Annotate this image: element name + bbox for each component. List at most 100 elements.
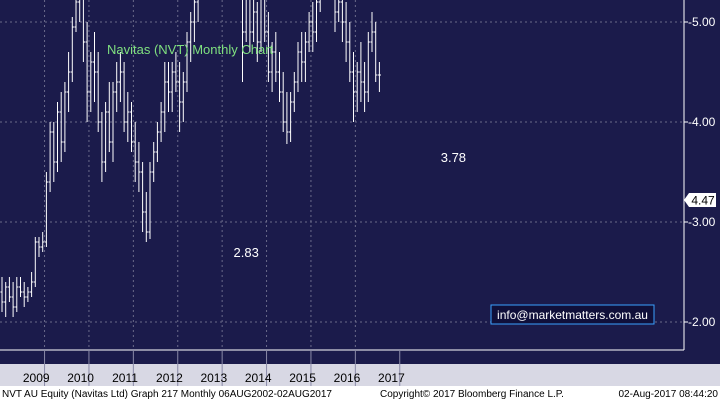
ohlc-bar xyxy=(15,277,19,312)
ohlc-bar xyxy=(44,172,48,247)
ohlc-bar xyxy=(133,122,137,182)
ohlc-bar xyxy=(104,102,108,172)
ohlc-bar xyxy=(115,62,119,112)
ohlc-bar xyxy=(22,282,26,307)
ohlc-bar xyxy=(314,0,319,42)
ohlc-bar xyxy=(111,82,115,162)
ohlc-bar xyxy=(52,122,56,182)
x-axis-band xyxy=(0,364,720,386)
ohlc-bar xyxy=(166,62,171,112)
ohlc-bar xyxy=(196,0,199,22)
ohlc-bar xyxy=(252,0,256,42)
ohlc-bar xyxy=(377,62,381,92)
ohlc-bar xyxy=(37,237,41,257)
ohlc-bar xyxy=(159,102,163,142)
ohlc-bar xyxy=(266,12,270,82)
ohlc-bar xyxy=(274,32,278,82)
ohlc-bars xyxy=(0,0,381,317)
ohlc-bar xyxy=(0,277,4,312)
ohlc-bar xyxy=(126,92,130,142)
ohlc-bar xyxy=(78,0,81,22)
ohlc-bar xyxy=(85,22,89,122)
ohlc-bar xyxy=(366,32,370,102)
ohlc-bar xyxy=(89,52,93,112)
ohlc-bar xyxy=(55,102,60,172)
y-tick-label: -4.00 xyxy=(688,115,716,129)
plot-area xyxy=(0,0,684,350)
ohlc-bar xyxy=(18,277,23,297)
watermark: info@marketmatters.com.au xyxy=(490,304,655,325)
ohlc-bar xyxy=(242,0,245,82)
ohlc-bar xyxy=(141,162,145,232)
ohlc-bar xyxy=(192,0,196,42)
ohlc-bar xyxy=(122,62,126,132)
ohlc-bar xyxy=(351,52,356,122)
ohlc-bar xyxy=(296,42,300,92)
ohlc-bar xyxy=(270,42,274,92)
price-tag-value: 4.47 xyxy=(691,194,715,208)
ohlc-bar xyxy=(374,22,378,82)
y-tick-label: -5.00 xyxy=(688,15,716,29)
x-tick-label: 2011 xyxy=(112,371,138,385)
ohlc-bar xyxy=(41,232,45,252)
ohlc-bar xyxy=(281,72,285,132)
ohlc-bar xyxy=(33,237,37,287)
ohlc-bar xyxy=(370,12,374,52)
ohlc-bar xyxy=(300,32,304,82)
y-axis: -2.00-3.00-4.00-5.00-6.00-7.00-8.00 xyxy=(684,15,716,329)
ohlc-bar xyxy=(264,0,267,42)
x-tick-label: 2009 xyxy=(23,371,50,385)
annotations: 7.886.053.782.83 xyxy=(234,150,467,260)
ohlc-bar xyxy=(11,282,15,317)
ohlc-bar xyxy=(129,102,134,152)
footer-left: NVT AU Equity (Navitas Ltd) Graph 217 Mo… xyxy=(2,389,332,400)
ohlc-bar xyxy=(318,0,321,12)
ohlc-bar xyxy=(170,62,174,112)
chart-title: Navitas (NVT) Monthly Chart xyxy=(107,42,274,57)
ohlc-bar xyxy=(348,22,352,82)
ohlc-bar xyxy=(311,2,315,52)
ohlc-bar xyxy=(303,32,307,82)
x-tick-label: 2012 xyxy=(156,371,183,385)
ohlc-bar xyxy=(63,82,67,152)
ohlc-bar xyxy=(340,0,344,42)
ohlc-bar xyxy=(344,2,348,62)
ohlc-bar xyxy=(359,42,363,102)
ohlc-bar xyxy=(96,52,100,132)
x-tick-label: 2014 xyxy=(245,371,272,385)
ohlc-bar xyxy=(355,62,359,112)
ohlc-bar xyxy=(292,72,296,112)
footer-timestamp: 02-Aug-2017 08:44:20 xyxy=(618,389,718,400)
ohlc-bar xyxy=(70,17,74,82)
ohlc-bar xyxy=(30,272,34,297)
ohlc-bar xyxy=(26,287,30,302)
ohlc-bar xyxy=(334,0,337,32)
ohlc-bar xyxy=(155,122,159,162)
y-tick-label: -3.00 xyxy=(688,215,716,229)
watermark-text: info@marketmatters.com.au xyxy=(497,308,648,322)
ohlc-bar xyxy=(163,62,167,132)
ohlc-bar xyxy=(148,162,152,239)
x-tick-label: 2017 xyxy=(378,371,405,385)
ohlc-bar xyxy=(59,92,63,162)
ohlc-bar xyxy=(48,122,52,192)
ohlc-bar xyxy=(363,62,367,112)
x-tick-label: 2010 xyxy=(67,371,94,385)
ohlc-bar xyxy=(4,282,8,317)
ohlc-bar xyxy=(244,0,247,42)
ohlc-bar xyxy=(277,52,282,102)
ohlc-bar xyxy=(249,0,252,52)
x-axis: 2009 2010 2011 2012 2013 2014 2015 2016 2017 xyxy=(0,350,720,386)
x-tick-label: 2015 xyxy=(289,371,316,385)
ohlc-bar xyxy=(100,112,104,182)
price-tag: 4.47 xyxy=(684,193,716,208)
ohlc-bar xyxy=(307,12,311,52)
ohlc-bar xyxy=(92,32,97,102)
ohlc-bar xyxy=(178,62,182,132)
ohlc-bar xyxy=(181,72,185,122)
ohlc-bar xyxy=(74,0,78,32)
x-tick-label: 2016 xyxy=(334,371,361,385)
ohlc-bar xyxy=(174,52,178,92)
ohlc-bar xyxy=(118,52,122,102)
